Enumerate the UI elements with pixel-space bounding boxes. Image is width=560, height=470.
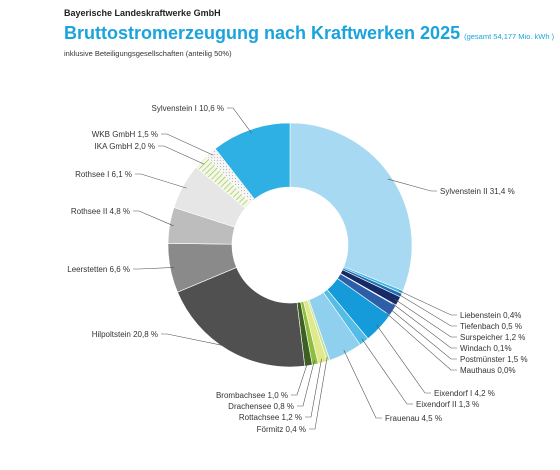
label-brombachsee: Brombachsee 1,0 % (216, 391, 288, 400)
leader-line-rothsee-ii (133, 210, 174, 227)
label-sylvenstein-i: Sylvenstein I 10,6 % (152, 104, 224, 113)
label-hilpoltstein: Hilpoltstein 20,8 % (92, 330, 158, 339)
leader-line-mauthaus (386, 312, 457, 371)
slice-hilpoltstein (177, 267, 306, 368)
leader-line-rottachsee (305, 358, 322, 418)
chart-title: Bruttostromerzeugung nach Kraftwerken 20… (64, 23, 554, 44)
leader-line-leerstetten (133, 267, 175, 270)
label-rothsee-ii: Rothsee II 4,8 % (71, 207, 130, 216)
label-rothsee-i: Rothsee I 6,1 % (75, 170, 132, 179)
leader-line-brombachsee (291, 361, 309, 396)
label-eixendorf-i: Eixendorf I 4,2 % (434, 389, 495, 398)
label-foermitz: Förmitz 0,4 % (257, 425, 306, 434)
leader-line-eixendorf-ii (361, 338, 413, 405)
label-wkb-gmbh: WKB GmbH 1,5 % (92, 130, 158, 139)
label-rottachsee: Rottachsee 1,2 % (239, 413, 302, 422)
label-ika-gmbh: IKA GmbH 2,0 % (95, 142, 155, 151)
chart-subtitle: inklusive Beteiligungsgesellschaften (an… (64, 49, 232, 58)
label-drachensee: Drachensee 0,8 % (228, 402, 294, 411)
label-tiefenbach: Tiefenbach 0,5 % (460, 322, 522, 331)
slice-sylvenstein-i (214, 122, 291, 200)
leader-line-hilpoltstein (161, 333, 231, 348)
label-liebenstein: Liebenstein 0,4% (460, 311, 521, 320)
label-windach: Windach 0,1% (460, 344, 512, 353)
leader-line-ika-gmbh (158, 145, 205, 165)
leader-line-frauenau (343, 349, 382, 419)
slice-sylvenstein-ii (289, 122, 413, 292)
label-leerstetten: Leerstetten 6,6 % (67, 265, 130, 274)
leader-line-sylvenstein-ii (387, 178, 437, 192)
leader-line-windach (392, 303, 457, 349)
label-surspeicher: Surspeicher 1,2 % (460, 333, 525, 342)
leader-line-sylvenstein-i (227, 107, 252, 134)
leader-line-postmuenster (389, 308, 457, 360)
label-postmuenster: Postmünster 1,5 % (460, 355, 528, 364)
label-frauenau: Frauenau 4,5 % (385, 414, 442, 423)
leader-line-wkb-gmbh (161, 133, 214, 156)
label-sylvenstein-ii: Sylvenstein II 31,4 % (440, 187, 515, 196)
leader-line-surspeicher (394, 299, 457, 338)
leader-line-drachensee (297, 360, 315, 407)
company-name: Bayerische Landeskraftwerke GmbH (64, 8, 221, 18)
label-mauthaus: Mauthaus 0,0% (460, 366, 516, 375)
label-eixendorf-ii: Eixendorf II 1,3 % (416, 400, 479, 409)
leader-line-foermitz (309, 356, 328, 430)
chart-title-text: Bruttostromerzeugung nach Kraftwerken 20… (64, 23, 461, 43)
chart-total: (gesamt 54,177 Mio. kWh ) (464, 32, 555, 41)
leader-line-tiefenbach (397, 293, 457, 327)
leader-line-rothsee-i (135, 173, 187, 189)
leader-line-liebenstein (398, 290, 457, 316)
leader-line-eixendorf-i (376, 324, 431, 394)
